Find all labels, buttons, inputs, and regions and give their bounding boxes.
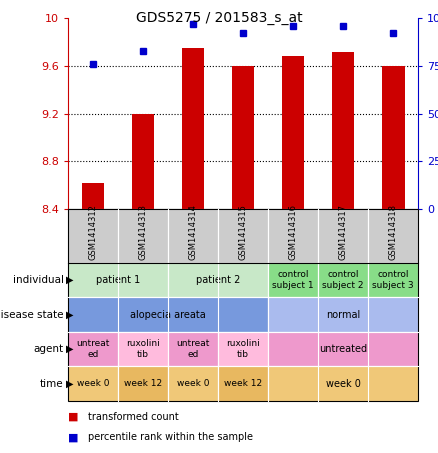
Bar — [332, 52, 354, 209]
Bar — [81, 183, 104, 209]
Bar — [182, 48, 204, 209]
Text: untreat
ed: untreat ed — [76, 339, 110, 359]
Text: week 0: week 0 — [326, 379, 360, 389]
Text: control
subject 3: control subject 3 — [372, 270, 414, 290]
Text: GSM1414318: GSM1414318 — [389, 204, 398, 260]
Text: GSM1414316: GSM1414316 — [289, 204, 298, 260]
Text: percentile rank within the sample: percentile rank within the sample — [88, 432, 253, 443]
Text: patient 2: patient 2 — [196, 275, 240, 285]
Text: control
subject 1: control subject 1 — [272, 270, 314, 290]
Text: week 0: week 0 — [177, 379, 209, 388]
Text: alopecia areata: alopecia areata — [130, 309, 206, 319]
Text: agent: agent — [33, 344, 64, 354]
Text: ■: ■ — [68, 411, 78, 422]
Text: ■: ■ — [68, 432, 78, 443]
Text: ruxolini
tib: ruxolini tib — [126, 339, 160, 359]
Text: week 0: week 0 — [77, 379, 109, 388]
Bar — [232, 66, 254, 209]
Bar — [382, 66, 405, 209]
Text: disease state: disease state — [0, 309, 64, 319]
Text: GSM1414315: GSM1414315 — [239, 204, 247, 260]
Text: transformed count: transformed count — [88, 411, 178, 422]
Text: GDS5275 / 201583_s_at: GDS5275 / 201583_s_at — [136, 11, 302, 25]
Text: untreat
ed: untreat ed — [177, 339, 210, 359]
Text: normal: normal — [326, 309, 360, 319]
Text: time: time — [40, 379, 64, 389]
Text: GSM1414312: GSM1414312 — [88, 204, 97, 260]
Text: ▶: ▶ — [66, 379, 73, 389]
Text: ruxolini
tib: ruxolini tib — [226, 339, 260, 359]
Text: week 12: week 12 — [224, 379, 262, 388]
Text: untreated: untreated — [319, 344, 367, 354]
Bar — [282, 56, 304, 209]
Text: patient 1: patient 1 — [96, 275, 140, 285]
Text: ▶: ▶ — [66, 275, 73, 285]
Text: control
subject 2: control subject 2 — [322, 270, 364, 290]
Text: week 12: week 12 — [124, 379, 162, 388]
Text: individual: individual — [13, 275, 64, 285]
Text: GSM1414314: GSM1414314 — [188, 204, 198, 260]
Text: GSM1414317: GSM1414317 — [339, 204, 348, 260]
Text: GSM1414313: GSM1414313 — [138, 204, 148, 260]
Bar — [132, 114, 154, 209]
Text: ▶: ▶ — [66, 344, 73, 354]
Text: ▶: ▶ — [66, 309, 73, 319]
